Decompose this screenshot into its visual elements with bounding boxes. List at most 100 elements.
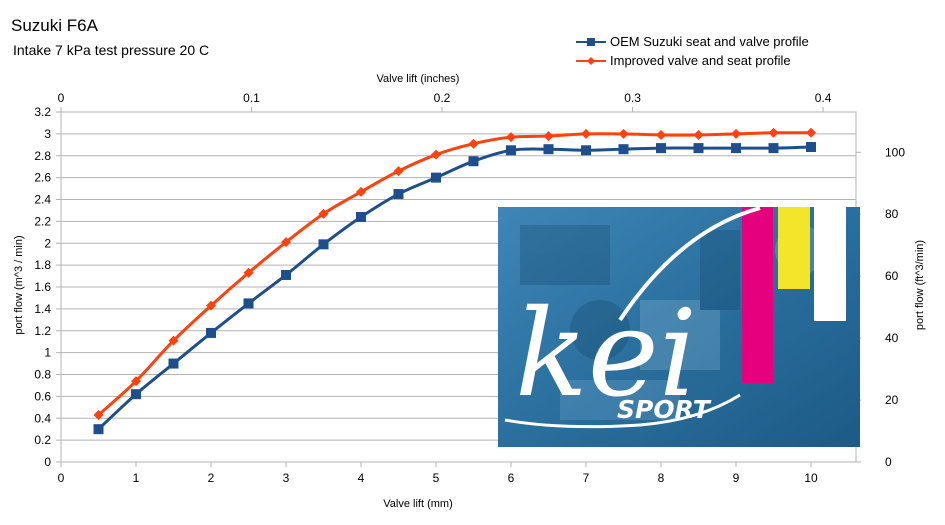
x-tick-label: 10: [804, 471, 818, 485]
x-tick-label: 2: [208, 471, 215, 485]
data-point-square: [618, 144, 629, 155]
data-point-diamond: [431, 149, 441, 160]
series-layer: [93, 127, 816, 435]
x-tick-label: 3: [283, 471, 290, 485]
data-point-square: [356, 212, 366, 222]
logo-sport-text: SPORT: [617, 395, 712, 424]
logo-kei-text: kei: [515, 285, 697, 424]
data-point-diamond: [318, 208, 329, 219]
data-point-diamond: [243, 267, 254, 278]
y-tick-label: 2.8: [34, 149, 51, 163]
y-tick-label: 1.4: [34, 302, 51, 316]
logo-magenta-bar: [742, 207, 773, 383]
y-tick-label: 2.2: [34, 214, 51, 228]
logo-engine-texture: [520, 225, 825, 420]
chart-subtitle: Intake 7 kPa test pressure 20 C: [13, 42, 209, 58]
y-tick-label: 3.2: [34, 105, 51, 119]
data-point-diamond: [468, 138, 479, 149]
x-tick-label: 9: [733, 471, 740, 485]
data-point-square: [806, 142, 816, 152]
y2-tick-label: 80: [885, 207, 899, 221]
data-point-diamond: [656, 129, 666, 140]
data-point-diamond: [693, 129, 704, 140]
y-tick-label: 2: [44, 236, 51, 250]
data-point-square: [693, 143, 704, 154]
y-tick-label: 0.8: [34, 368, 51, 382]
x-axis-ticks: 0 1 2 3 4 5 6 7 8 9 10: [58, 462, 818, 485]
data-point-diamond: [806, 127, 816, 138]
data-point-diamond: [168, 335, 179, 346]
y-tick-label: 1.6: [34, 280, 51, 294]
x2-axis-label: Valve lift (inches): [377, 73, 460, 85]
data-point-square: [431, 172, 441, 183]
y-tick-label: 0.4: [34, 411, 51, 425]
y2-tick-label: 40: [885, 331, 899, 345]
data-point-square: [206, 327, 216, 338]
data-point-square: [393, 189, 404, 200]
data-point-diamond: [281, 237, 291, 248]
data-point-square: [93, 424, 104, 435]
x-tick-label: 4: [358, 471, 365, 485]
data-point-diamond: [543, 131, 554, 142]
y-tick-label: 1: [44, 346, 51, 360]
y-tick-label: 0: [44, 455, 51, 469]
data-point-diamond: [618, 128, 629, 139]
y2-tick-label: 60: [885, 269, 899, 283]
y-tick-label: 0.6: [34, 389, 51, 403]
data-point-diamond: [768, 127, 779, 138]
data-point-square: [281, 269, 291, 280]
data-point-diamond: [393, 166, 404, 177]
x-tick-label: 8: [658, 471, 665, 485]
data-point-square: [506, 145, 516, 156]
kei-sport-logo: kei SPORT: [498, 206, 860, 447]
x2-tick-label: 0.4: [815, 91, 832, 105]
y2-tick-label: 20: [885, 393, 899, 407]
logo-white-bar: [814, 207, 846, 321]
data-point-square: [168, 358, 179, 369]
data-point-square: [318, 239, 329, 250]
y-axis-label: port flow (m^3 / min): [13, 235, 25, 334]
data-point-square: [243, 298, 254, 309]
x2-tick-label: 0: [58, 91, 65, 105]
data-point-diamond: [206, 300, 216, 311]
y-tick-label: 1.8: [34, 258, 51, 272]
x-tick-label: 6: [508, 471, 515, 485]
x-tick-label: 7: [583, 471, 590, 485]
legend-label-improved: Improved valve and seat profile: [610, 53, 791, 68]
data-point-square: [731, 143, 741, 154]
data-point-square: [543, 144, 554, 155]
logo-yellow-bar: [778, 207, 810, 289]
y2-axis-label: port flow (ft^3/min): [914, 240, 926, 330]
x2-tick-label: 0.2: [434, 91, 451, 105]
x-axis-label: Valve lift (mm): [383, 498, 452, 510]
data-point-diamond: [356, 186, 366, 197]
data-point-diamond: [93, 409, 104, 420]
data-point-diamond: [506, 132, 516, 143]
y2-tick-label: 100: [885, 145, 905, 159]
logo-swoosh: [504, 393, 741, 429]
x2-tick-label: 0.3: [624, 91, 641, 105]
x2-tick-label: 0.1: [243, 91, 260, 105]
data-point-diamond: [581, 128, 591, 139]
chart-title: Suzuki F6A: [11, 16, 99, 35]
legend-marker-oem: [587, 38, 595, 46]
x-tick-label: 5: [433, 471, 440, 485]
data-point-square: [131, 389, 141, 400]
y-tick-label: 0.2: [34, 433, 51, 447]
data-point-diamond: [731, 128, 741, 139]
y-tick-label: 2.4: [34, 193, 51, 207]
data-point-square: [468, 156, 479, 167]
legend-label-oem: OEM Suzuki seat and valve profile: [610, 34, 809, 49]
data-point-square: [656, 143, 666, 154]
y2-axis-ticks: 0 20 40 60 80 100: [856, 145, 905, 469]
legend-item-improved: Improved valve and seat profile: [576, 53, 791, 68]
data-point-diamond: [131, 376, 141, 387]
legend-marker-improved: [587, 57, 595, 65]
x-tick-label: 0: [58, 471, 65, 485]
y-tick-label: 2.6: [34, 171, 51, 185]
y2-tick-label: 0: [885, 455, 892, 469]
legend: OEM Suzuki seat and valve profile Improv…: [576, 34, 809, 68]
y-tick-label: 3: [44, 127, 51, 141]
data-point-square: [581, 145, 591, 156]
